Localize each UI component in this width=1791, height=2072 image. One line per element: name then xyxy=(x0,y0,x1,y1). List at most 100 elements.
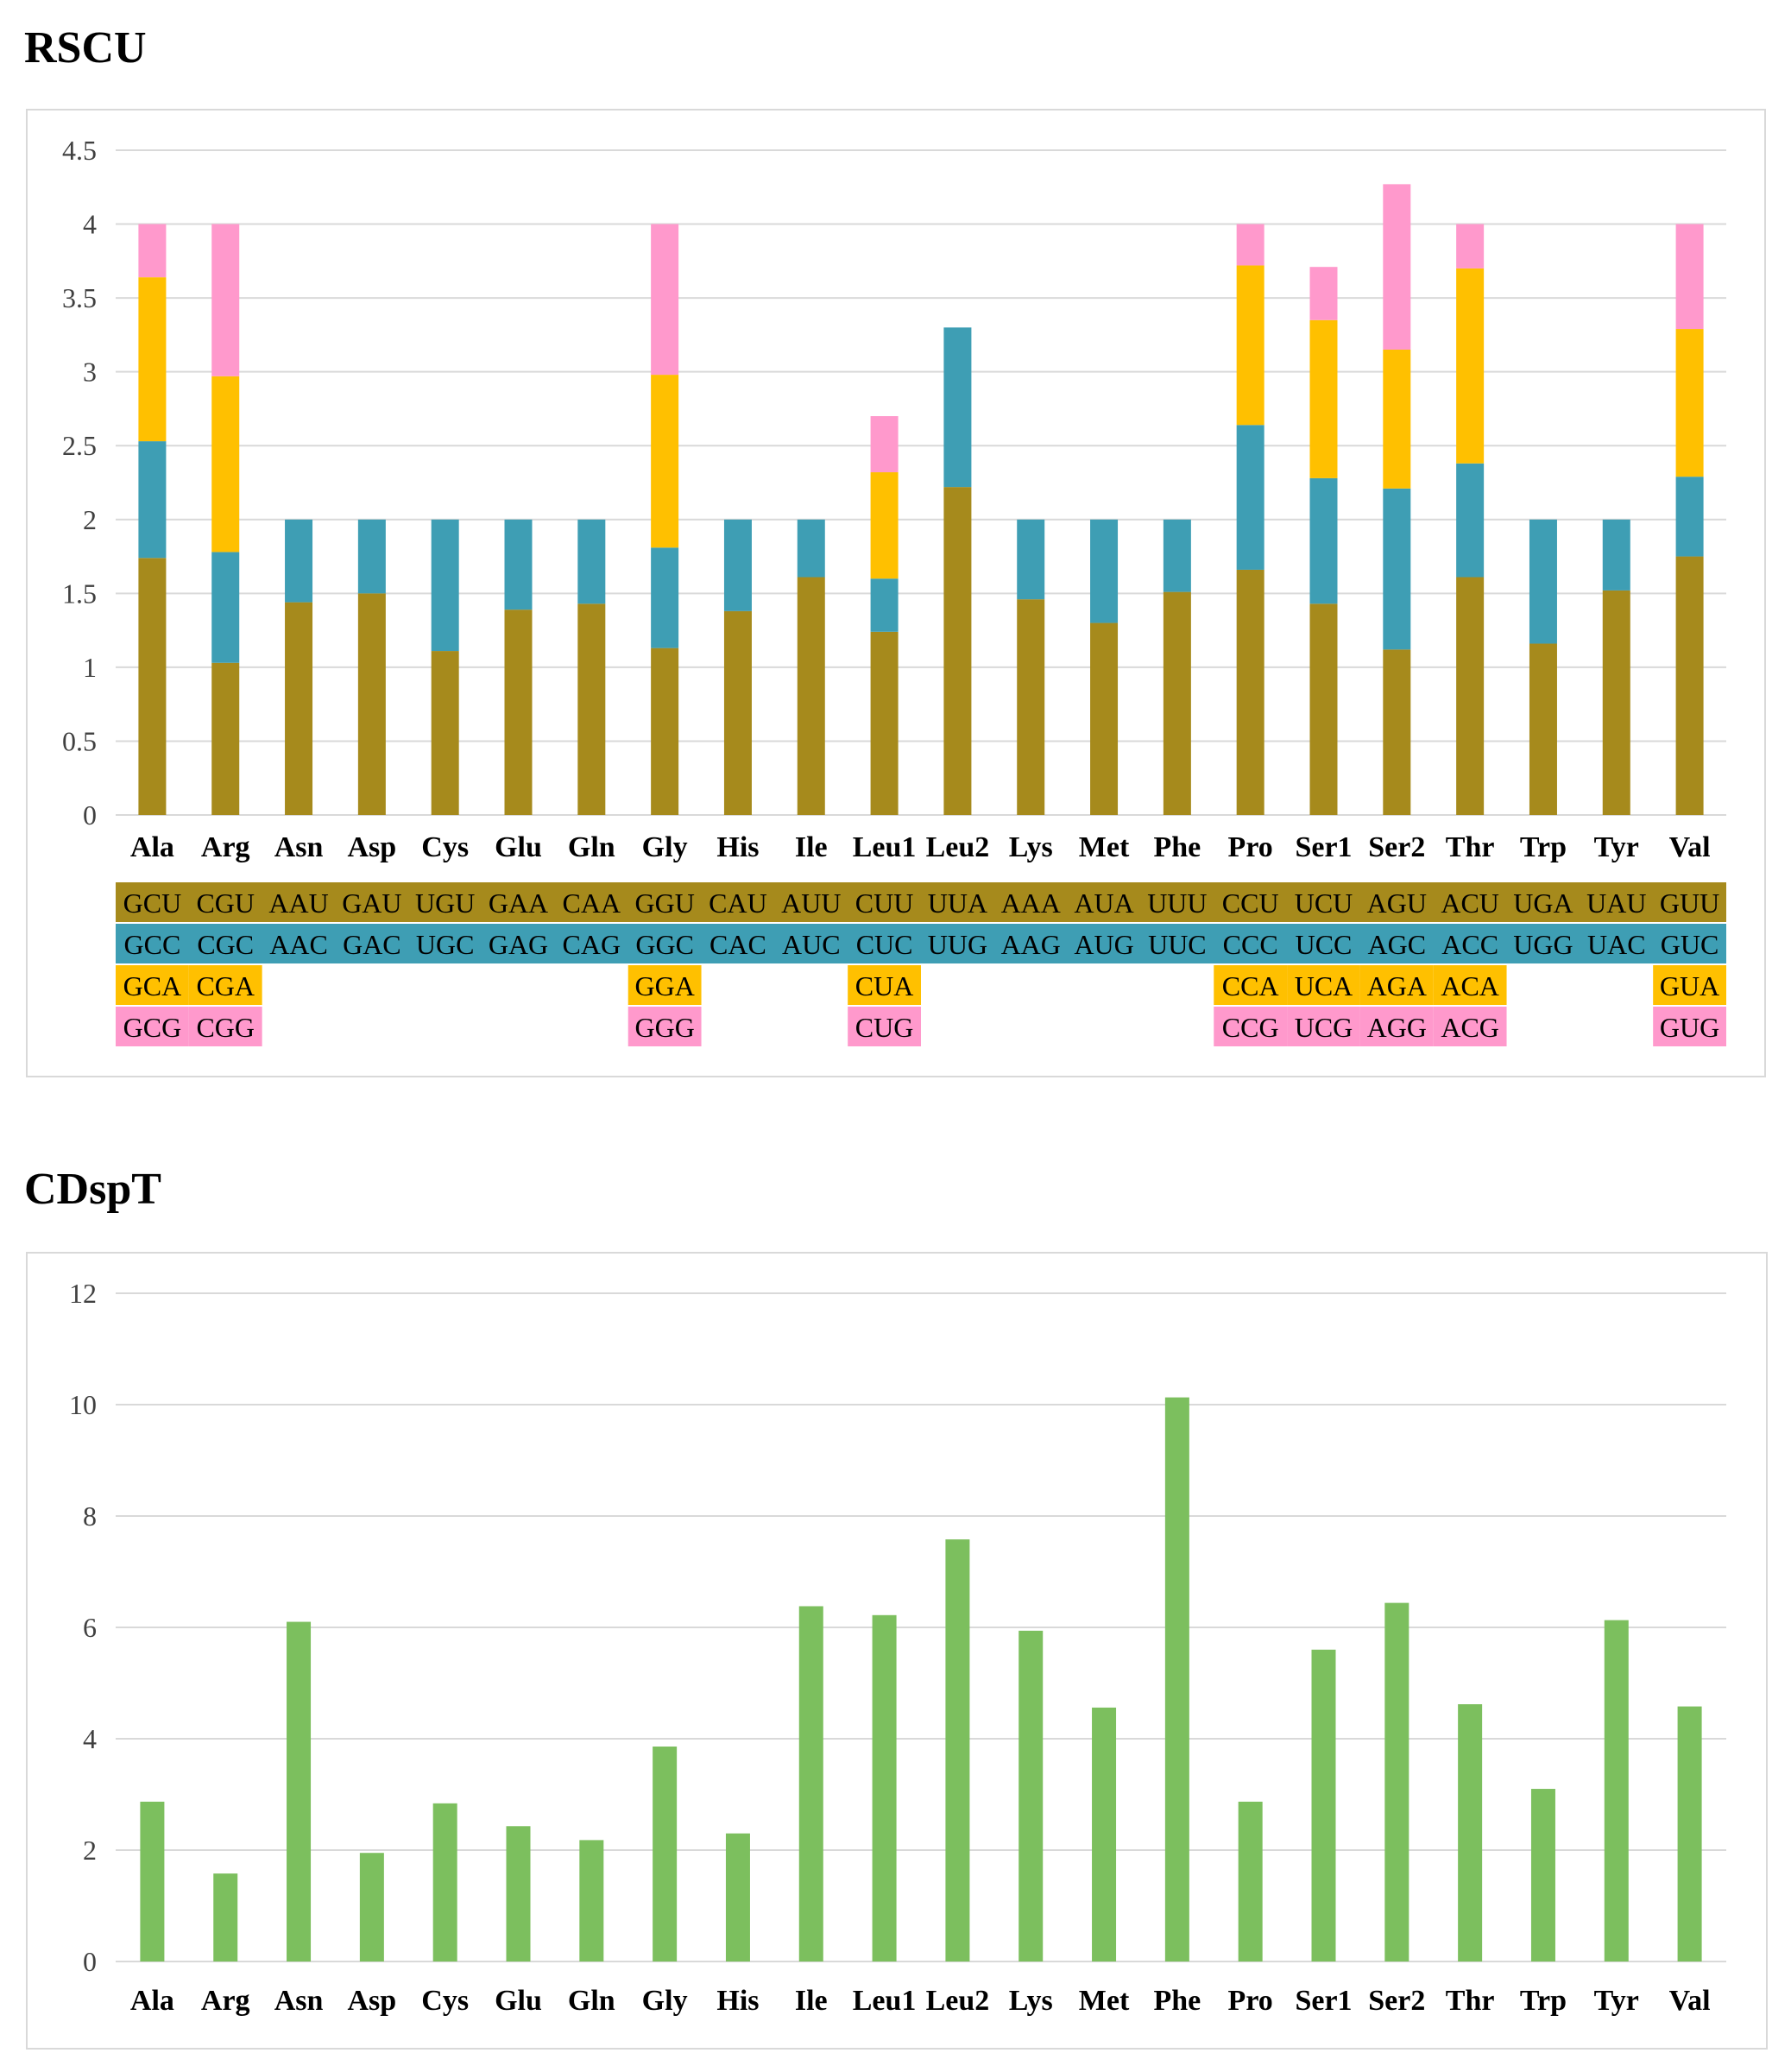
rscu-bar-segment-Ile-codon2 xyxy=(797,519,825,578)
rscu-bar-segment-Arg-codon4 xyxy=(211,224,240,376)
codon-cell: AGA xyxy=(1367,970,1427,1001)
codon-cell: AAG xyxy=(1001,929,1061,960)
cdspt-bar-Asp xyxy=(359,1853,384,1961)
rscu-x-tick-label: Phe xyxy=(1153,831,1201,863)
codon-cell: AUG xyxy=(1074,929,1133,960)
cdspt-bar-Ile xyxy=(798,1606,823,1961)
rscu-bar-segment-Met-codon1 xyxy=(1090,622,1119,815)
rscu-bar-segment-Leu1-codon2 xyxy=(870,578,899,632)
cdspt-x-tick-label: Leu2 xyxy=(926,1985,990,2017)
rscu-bar-segment-Ser1-codon4 xyxy=(1309,267,1338,320)
rscu-bar-segment-Gly-codon1 xyxy=(651,648,679,815)
codon-cell: CGU xyxy=(196,888,255,919)
cdspt-y-tick-label: 0 xyxy=(83,1946,97,1977)
codon-cell-bg xyxy=(1433,1007,1507,1046)
codon-cell-bg xyxy=(627,1007,702,1046)
codon-cell-bg xyxy=(1433,965,1507,1005)
rscu-bar-segment-Gly-codon4 xyxy=(651,224,679,376)
rscu-bar-segment-Ser2-codon2 xyxy=(1383,488,1411,650)
cdspt-bar-Thr xyxy=(1458,1704,1483,1961)
codon-cell: UUG xyxy=(928,929,987,960)
codon-cell-bg xyxy=(1653,1007,1726,1046)
codon-cell: CUC xyxy=(856,929,913,960)
rscu-bar-segment-Gln-codon2 xyxy=(577,519,606,604)
rscu-y-tick-label: 3 xyxy=(83,357,97,388)
codon-cell: CAA xyxy=(563,888,621,919)
codon-cell-bg xyxy=(116,1007,189,1046)
cdspt-x-tick-label: Ser1 xyxy=(1295,1985,1352,2017)
rscu-x-tick-label: Ser1 xyxy=(1295,831,1352,863)
codon-cell: CAU xyxy=(709,888,767,919)
codon-cell: UCC xyxy=(1296,929,1353,960)
codon-cell-bg xyxy=(848,1007,921,1046)
cdspt-bar-Ser1 xyxy=(1311,1649,1336,1961)
cdspt-bar-Tyr xyxy=(1604,1620,1629,1961)
rscu-bar-segment-Leu2-codon2 xyxy=(943,327,972,488)
codon-cell: AUU xyxy=(781,888,841,919)
rscu-y-tick-label: 0.5 xyxy=(62,725,97,756)
rscu-bar-segment-Ser2-codon4 xyxy=(1383,184,1411,350)
codon-cell: ACC xyxy=(1441,929,1498,960)
rscu-bar-segment-Tyr-codon1 xyxy=(1602,590,1630,815)
rscu-bar-segment-Ile-codon1 xyxy=(797,577,825,815)
cdspt-x-tick-label: Met xyxy=(1079,1985,1130,2017)
rscu-bar-segment-Val-codon3 xyxy=(1675,329,1704,477)
cdspt-bar-Asn xyxy=(287,1621,312,1961)
rscu-y-tick-label: 4 xyxy=(83,209,97,240)
codon-cell: AAC xyxy=(269,929,328,960)
cdspt-bar-Phe xyxy=(1164,1397,1189,1961)
codon-cell: CUU xyxy=(855,888,914,919)
rscu-bar-segment-Glu-codon2 xyxy=(504,519,533,610)
rscu-x-tick-label: Met xyxy=(1079,831,1130,863)
codon-row-1-band xyxy=(116,882,1726,922)
rscu-y-tick-label: 1 xyxy=(83,652,97,683)
rscu-chart-title: RSCU xyxy=(24,23,147,73)
rscu-bar-segment-Val-codon2 xyxy=(1675,477,1704,557)
cdspt-bar-Leu1 xyxy=(872,1614,897,1961)
cdspt-x-tick-label: Val xyxy=(1669,1985,1711,2017)
rscu-chart: 0 0.5 1 1.5 2 2.5 3 3.5 4 4.5 Ala Arg Asn Asp Cys Glu Gl… xyxy=(62,135,1726,1046)
rscu-bar-segment-Ser1-codon2 xyxy=(1309,477,1338,604)
cdspt-x-tick-label: Asn xyxy=(274,1985,324,2017)
rscu-x-tick-label: Val xyxy=(1669,831,1711,863)
cdspt-bar-Met xyxy=(1092,1707,1117,1961)
codon-cell: UAU xyxy=(1586,888,1646,919)
rscu-bar-segment-His-codon2 xyxy=(723,519,752,611)
cdspt-x-tick-label: Gly xyxy=(642,1985,688,2017)
codon-cell: UUU xyxy=(1147,888,1207,919)
codon-cell: AAU xyxy=(268,888,328,919)
rscu-bar-segment-Leu2-codon1 xyxy=(943,487,972,815)
codon-cell: CAG xyxy=(563,929,621,960)
codon-cell: GAC xyxy=(343,929,401,960)
rscu-bar-segment-Arg-codon3 xyxy=(211,376,240,553)
cdspt-x-tick-label: Phe xyxy=(1153,1985,1201,2017)
codon-cell-bg xyxy=(1287,965,1360,1005)
cdspt-x-tick-label: Glu xyxy=(495,1985,542,2017)
codon-cell: CGA xyxy=(196,970,255,1001)
codon-cell: CUG xyxy=(855,1012,914,1043)
rscu-x-tick-label: Tyr xyxy=(1594,831,1639,863)
rscu-bar-segment-Lys-codon2 xyxy=(1017,519,1045,600)
cdspt-y-tick-label: 2 xyxy=(83,1835,97,1866)
codon-cell: AUC xyxy=(782,929,841,960)
codon-cell-bg xyxy=(188,1007,262,1046)
cdspt-bar-Trp xyxy=(1530,1789,1555,1961)
cdspt-y-tick-label: 4 xyxy=(83,1723,97,1754)
codon-cell: AGU xyxy=(1367,888,1427,919)
codon-cell: CCU xyxy=(1222,888,1279,919)
rscu-x-tick-label: Asp xyxy=(348,831,397,863)
rscu-x-tick-label: Cys xyxy=(421,831,469,863)
codon-cell: UCA xyxy=(1295,970,1353,1001)
codon-cell: UGG xyxy=(1513,929,1573,960)
rscu-x-tick-label: Gln xyxy=(568,831,615,863)
codon-cell: GGG xyxy=(634,1012,694,1043)
rscu-y-tick-label: 2 xyxy=(83,504,97,535)
rscu-bar-segment-Cys-codon1 xyxy=(431,651,459,815)
codon-cell: GUC xyxy=(1661,929,1719,960)
rscu-bar-segment-Ala-codon4 xyxy=(138,224,167,278)
rscu-bar-segment-Phe-codon1 xyxy=(1163,591,1191,815)
rscu-x-tick-label: Glu xyxy=(495,831,542,863)
rscu-x-tick-label: Ala xyxy=(130,831,174,863)
rscu-bar-segment-Ala-codon2 xyxy=(138,441,167,559)
rscu-bar-segment-Asp-codon1 xyxy=(357,593,386,815)
